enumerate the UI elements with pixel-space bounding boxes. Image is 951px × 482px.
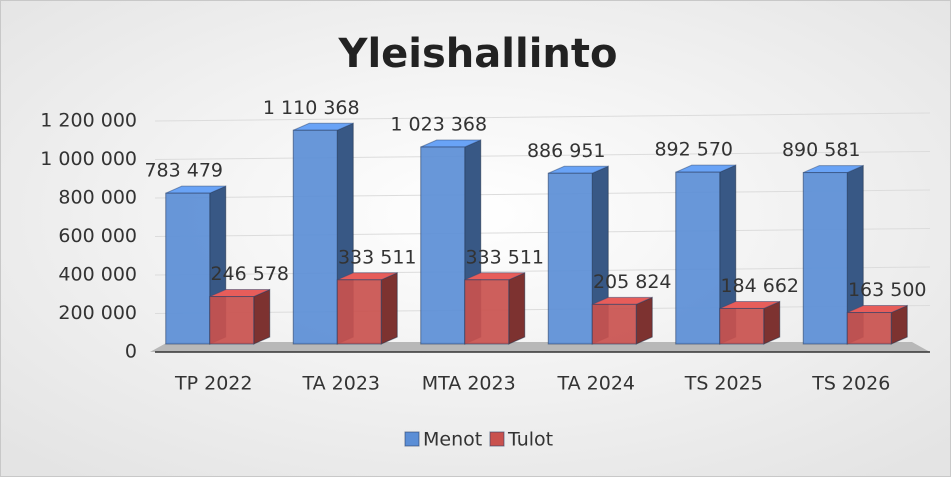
bar xyxy=(464,279,510,345)
bar xyxy=(591,303,637,345)
y-tick-label: 0 xyxy=(125,341,137,363)
bar-side xyxy=(380,272,398,345)
data-label: 333 511 xyxy=(465,246,544,268)
x-tick-label: TS 2025 xyxy=(684,373,763,395)
x-tick-label: TP 2022 xyxy=(174,373,252,395)
x-tick-label: TA 2023 xyxy=(301,373,380,395)
x-tick-label: TA 2024 xyxy=(556,373,635,395)
grid-line xyxy=(154,189,931,199)
x-tick-label: MTA 2023 xyxy=(422,373,516,395)
y-tick-label: 1 000 000 xyxy=(40,148,137,170)
bar xyxy=(165,192,211,345)
grid-line xyxy=(154,266,931,276)
legend-swatch xyxy=(489,431,505,447)
chart-title: Yleishallinto xyxy=(337,31,617,77)
data-label: 163 500 xyxy=(848,279,927,301)
bar-side xyxy=(508,272,526,345)
data-label: 783 479 xyxy=(144,160,223,182)
grid-line xyxy=(154,151,931,160)
bar xyxy=(802,172,848,345)
y-tick-label: 1 200 000 xyxy=(40,110,137,132)
grid-line xyxy=(154,305,931,314)
grid-line xyxy=(154,112,931,122)
x-tick-label: TS 2026 xyxy=(811,373,890,395)
y-tick-label: 800 000 xyxy=(58,187,137,209)
bar xyxy=(292,129,338,345)
bar xyxy=(547,172,593,345)
data-label: 246 578 xyxy=(210,263,289,285)
data-label: 890 581 xyxy=(782,139,861,161)
data-label: 1 110 368 xyxy=(263,97,360,119)
bar-side xyxy=(635,296,653,345)
grid-line xyxy=(154,228,931,237)
bar-side xyxy=(253,288,271,345)
data-label: 1 023 368 xyxy=(390,114,487,136)
y-tick-label: 200 000 xyxy=(58,302,137,324)
data-label: 184 662 xyxy=(720,275,799,297)
data-label: 886 951 xyxy=(527,140,606,162)
bar xyxy=(675,171,721,345)
legend-label: Tulot xyxy=(507,429,553,451)
y-tick-label: 400 000 xyxy=(58,264,137,286)
bar xyxy=(209,296,255,345)
bar xyxy=(846,312,892,345)
legend-label: Menot xyxy=(423,429,482,451)
bar xyxy=(420,146,466,345)
y-tick-label: 600 000 xyxy=(58,225,137,247)
data-label: 205 824 xyxy=(593,271,672,293)
data-label: 333 511 xyxy=(338,246,417,268)
legend-swatch xyxy=(404,431,420,447)
data-label: 892 570 xyxy=(654,139,733,161)
bar xyxy=(719,307,765,345)
bar xyxy=(336,279,382,345)
